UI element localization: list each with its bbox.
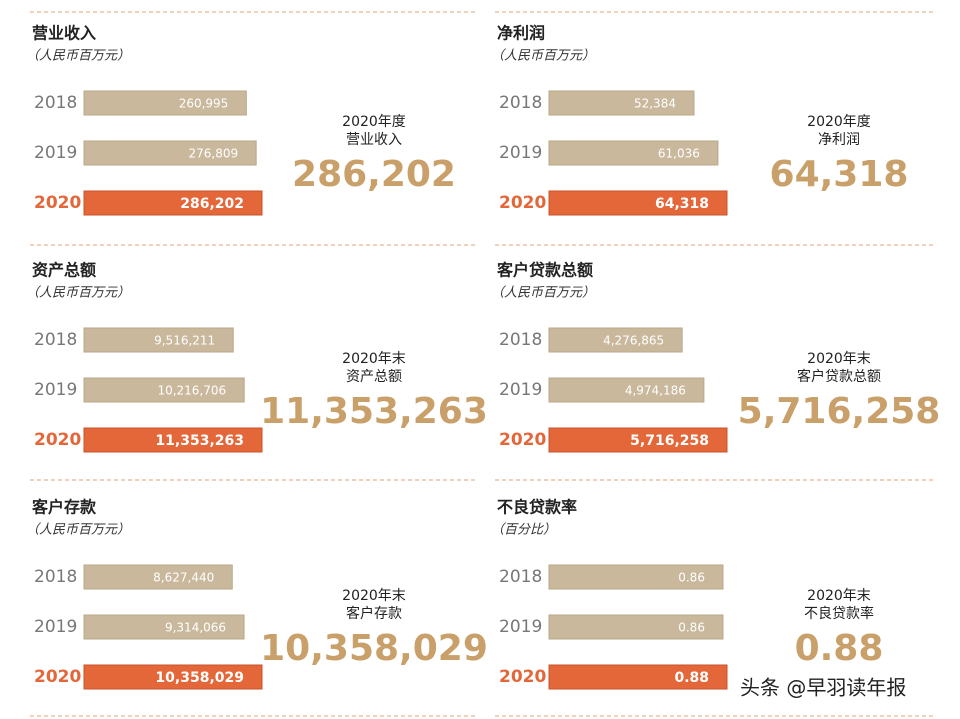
year-label: 2018 bbox=[499, 330, 542, 350]
year-label: 2020 bbox=[499, 430, 546, 450]
headline-value: 0.88 bbox=[795, 628, 884, 669]
headline-label: 2020年末 bbox=[807, 351, 871, 367]
panel-title: 净利润 bbox=[497, 24, 545, 43]
bar bbox=[548, 427, 728, 453]
bar bbox=[548, 664, 728, 690]
bar bbox=[83, 427, 263, 453]
bar-value-label: 260,995 bbox=[179, 97, 229, 111]
bar-value-label: 9,314,066 bbox=[165, 621, 226, 635]
bar-value-label: 64,318 bbox=[655, 196, 709, 212]
panel-title: 资产总额 bbox=[32, 261, 96, 280]
bar-value-label: 8,627,440 bbox=[153, 571, 214, 585]
bar-value-label: 0.86 bbox=[678, 571, 705, 585]
bar bbox=[83, 190, 263, 216]
bar bbox=[83, 564, 233, 590]
bar-value-label: 0.86 bbox=[678, 621, 705, 635]
year-label: 2018 bbox=[34, 330, 77, 350]
bar bbox=[548, 140, 719, 166]
year-label: 2019 bbox=[499, 380, 542, 400]
bar-value-label: 9,516,211 bbox=[154, 334, 215, 348]
year-label: 2020 bbox=[34, 193, 81, 213]
panel-subtitle: （人民币百万元） bbox=[26, 48, 130, 64]
headline-label: 2020年末 bbox=[807, 588, 871, 604]
bar-value-label: 61,036 bbox=[658, 147, 700, 161]
bar-value-label: 5,716,258 bbox=[630, 433, 709, 449]
bar bbox=[83, 140, 257, 166]
bar bbox=[548, 327, 683, 353]
headline-label: 2020年末 bbox=[342, 588, 406, 604]
bar-value-label: 286,202 bbox=[180, 196, 244, 212]
bar bbox=[83, 377, 245, 403]
headline-value: 11,353,263 bbox=[260, 391, 488, 432]
headline-label: 客户存款 bbox=[346, 605, 402, 622]
panel-subtitle: （人民币百万元） bbox=[491, 285, 595, 301]
panel-subtitle: （人民币百万元） bbox=[26, 285, 130, 301]
year-label: 2018 bbox=[34, 567, 77, 587]
headline-label: 2020年度 bbox=[342, 114, 406, 130]
headline-value: 5,716,258 bbox=[738, 391, 941, 432]
headline-label: 不良贷款率 bbox=[804, 605, 874, 622]
headline-value: 286,202 bbox=[292, 154, 456, 195]
bar-value-label: 4,276,865 bbox=[603, 334, 664, 348]
year-label: 2019 bbox=[34, 143, 77, 163]
panel-title: 客户存款 bbox=[32, 498, 97, 517]
headline-label: 净利润 bbox=[818, 132, 860, 148]
panel-subtitle: （人民币百万元） bbox=[26, 522, 130, 538]
panel-title: 营业收入 bbox=[32, 24, 96, 43]
year-label: 2020 bbox=[34, 430, 81, 450]
bar-value-label: 276,809 bbox=[189, 147, 239, 161]
bar-value-label: 4,974,186 bbox=[625, 384, 686, 398]
year-label: 2018 bbox=[34, 93, 77, 113]
year-label: 2020 bbox=[499, 667, 546, 687]
year-label: 2018 bbox=[499, 567, 542, 587]
panel-title: 不良贷款率 bbox=[497, 498, 577, 517]
bar bbox=[83, 664, 263, 690]
bar-value-label: 52,384 bbox=[634, 97, 676, 111]
bar-value-label: 10,358,029 bbox=[155, 670, 244, 686]
year-label: 2019 bbox=[34, 380, 77, 400]
bar bbox=[83, 327, 234, 353]
panel-subtitle: （百分比） bbox=[491, 522, 556, 538]
bar bbox=[83, 614, 245, 640]
watermark: 头条 @早羽读年报 bbox=[740, 676, 906, 700]
bar bbox=[548, 90, 695, 116]
headline-label: 客户贷款总额 bbox=[797, 368, 881, 385]
bar bbox=[83, 90, 247, 116]
headline-label: 营业收入 bbox=[346, 132, 402, 148]
bar-value-label: 10,216,706 bbox=[157, 384, 226, 398]
headline-label: 2020年度 bbox=[807, 114, 871, 130]
panel-subtitle: （人民币百万元） bbox=[491, 48, 595, 64]
bar bbox=[548, 190, 728, 216]
year-label: 2019 bbox=[499, 617, 542, 637]
year-label: 2019 bbox=[34, 617, 77, 637]
panel-title: 客户贷款总额 bbox=[497, 261, 593, 280]
headline-value: 64,318 bbox=[770, 154, 909, 195]
bar-value-label: 11,353,263 bbox=[155, 433, 244, 449]
year-label: 2020 bbox=[34, 667, 81, 687]
headline-label: 资产总额 bbox=[346, 369, 402, 385]
year-label: 2018 bbox=[499, 93, 542, 113]
headline-label: 2020年末 bbox=[342, 351, 406, 367]
year-label: 2020 bbox=[499, 193, 546, 213]
year-label: 2019 bbox=[499, 143, 542, 163]
bar bbox=[548, 564, 724, 590]
bar bbox=[548, 614, 724, 640]
bar-value-label: 0.88 bbox=[674, 670, 709, 686]
headline-value: 10,358,029 bbox=[260, 628, 488, 669]
bar bbox=[548, 377, 705, 403]
